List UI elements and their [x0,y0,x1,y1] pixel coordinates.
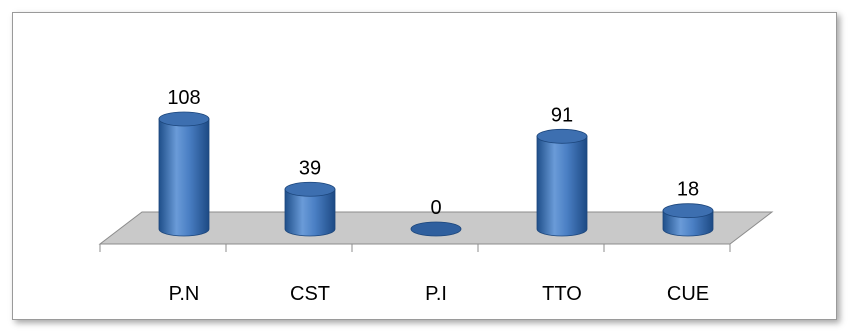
data-label: 0 [430,197,441,219]
bar-cue [662,203,714,237]
chart-frame [12,12,837,320]
data-label: 108 [167,87,200,109]
bar-cst [284,181,336,237]
bar-body [284,188,336,237]
bar-body [158,118,210,237]
bar-tto [536,128,588,237]
bar-cap [536,128,588,144]
bar-p-n [158,111,210,237]
bar-body [536,135,588,237]
data-label: 39 [299,157,321,179]
bar-cap [662,203,714,219]
bar-p-i [410,221,462,237]
x-tick-label: CUE [667,283,709,305]
x-tick-label: P.N [169,283,200,305]
x-tick-label: TTO [542,283,582,305]
data-label: 91 [551,104,573,126]
bar-cap [284,181,336,197]
bar-cap [410,221,462,237]
data-label: 18 [677,179,699,201]
x-tick-label: P.I [425,283,447,305]
x-tick-label: CST [290,283,330,305]
bar-cap [158,111,210,127]
